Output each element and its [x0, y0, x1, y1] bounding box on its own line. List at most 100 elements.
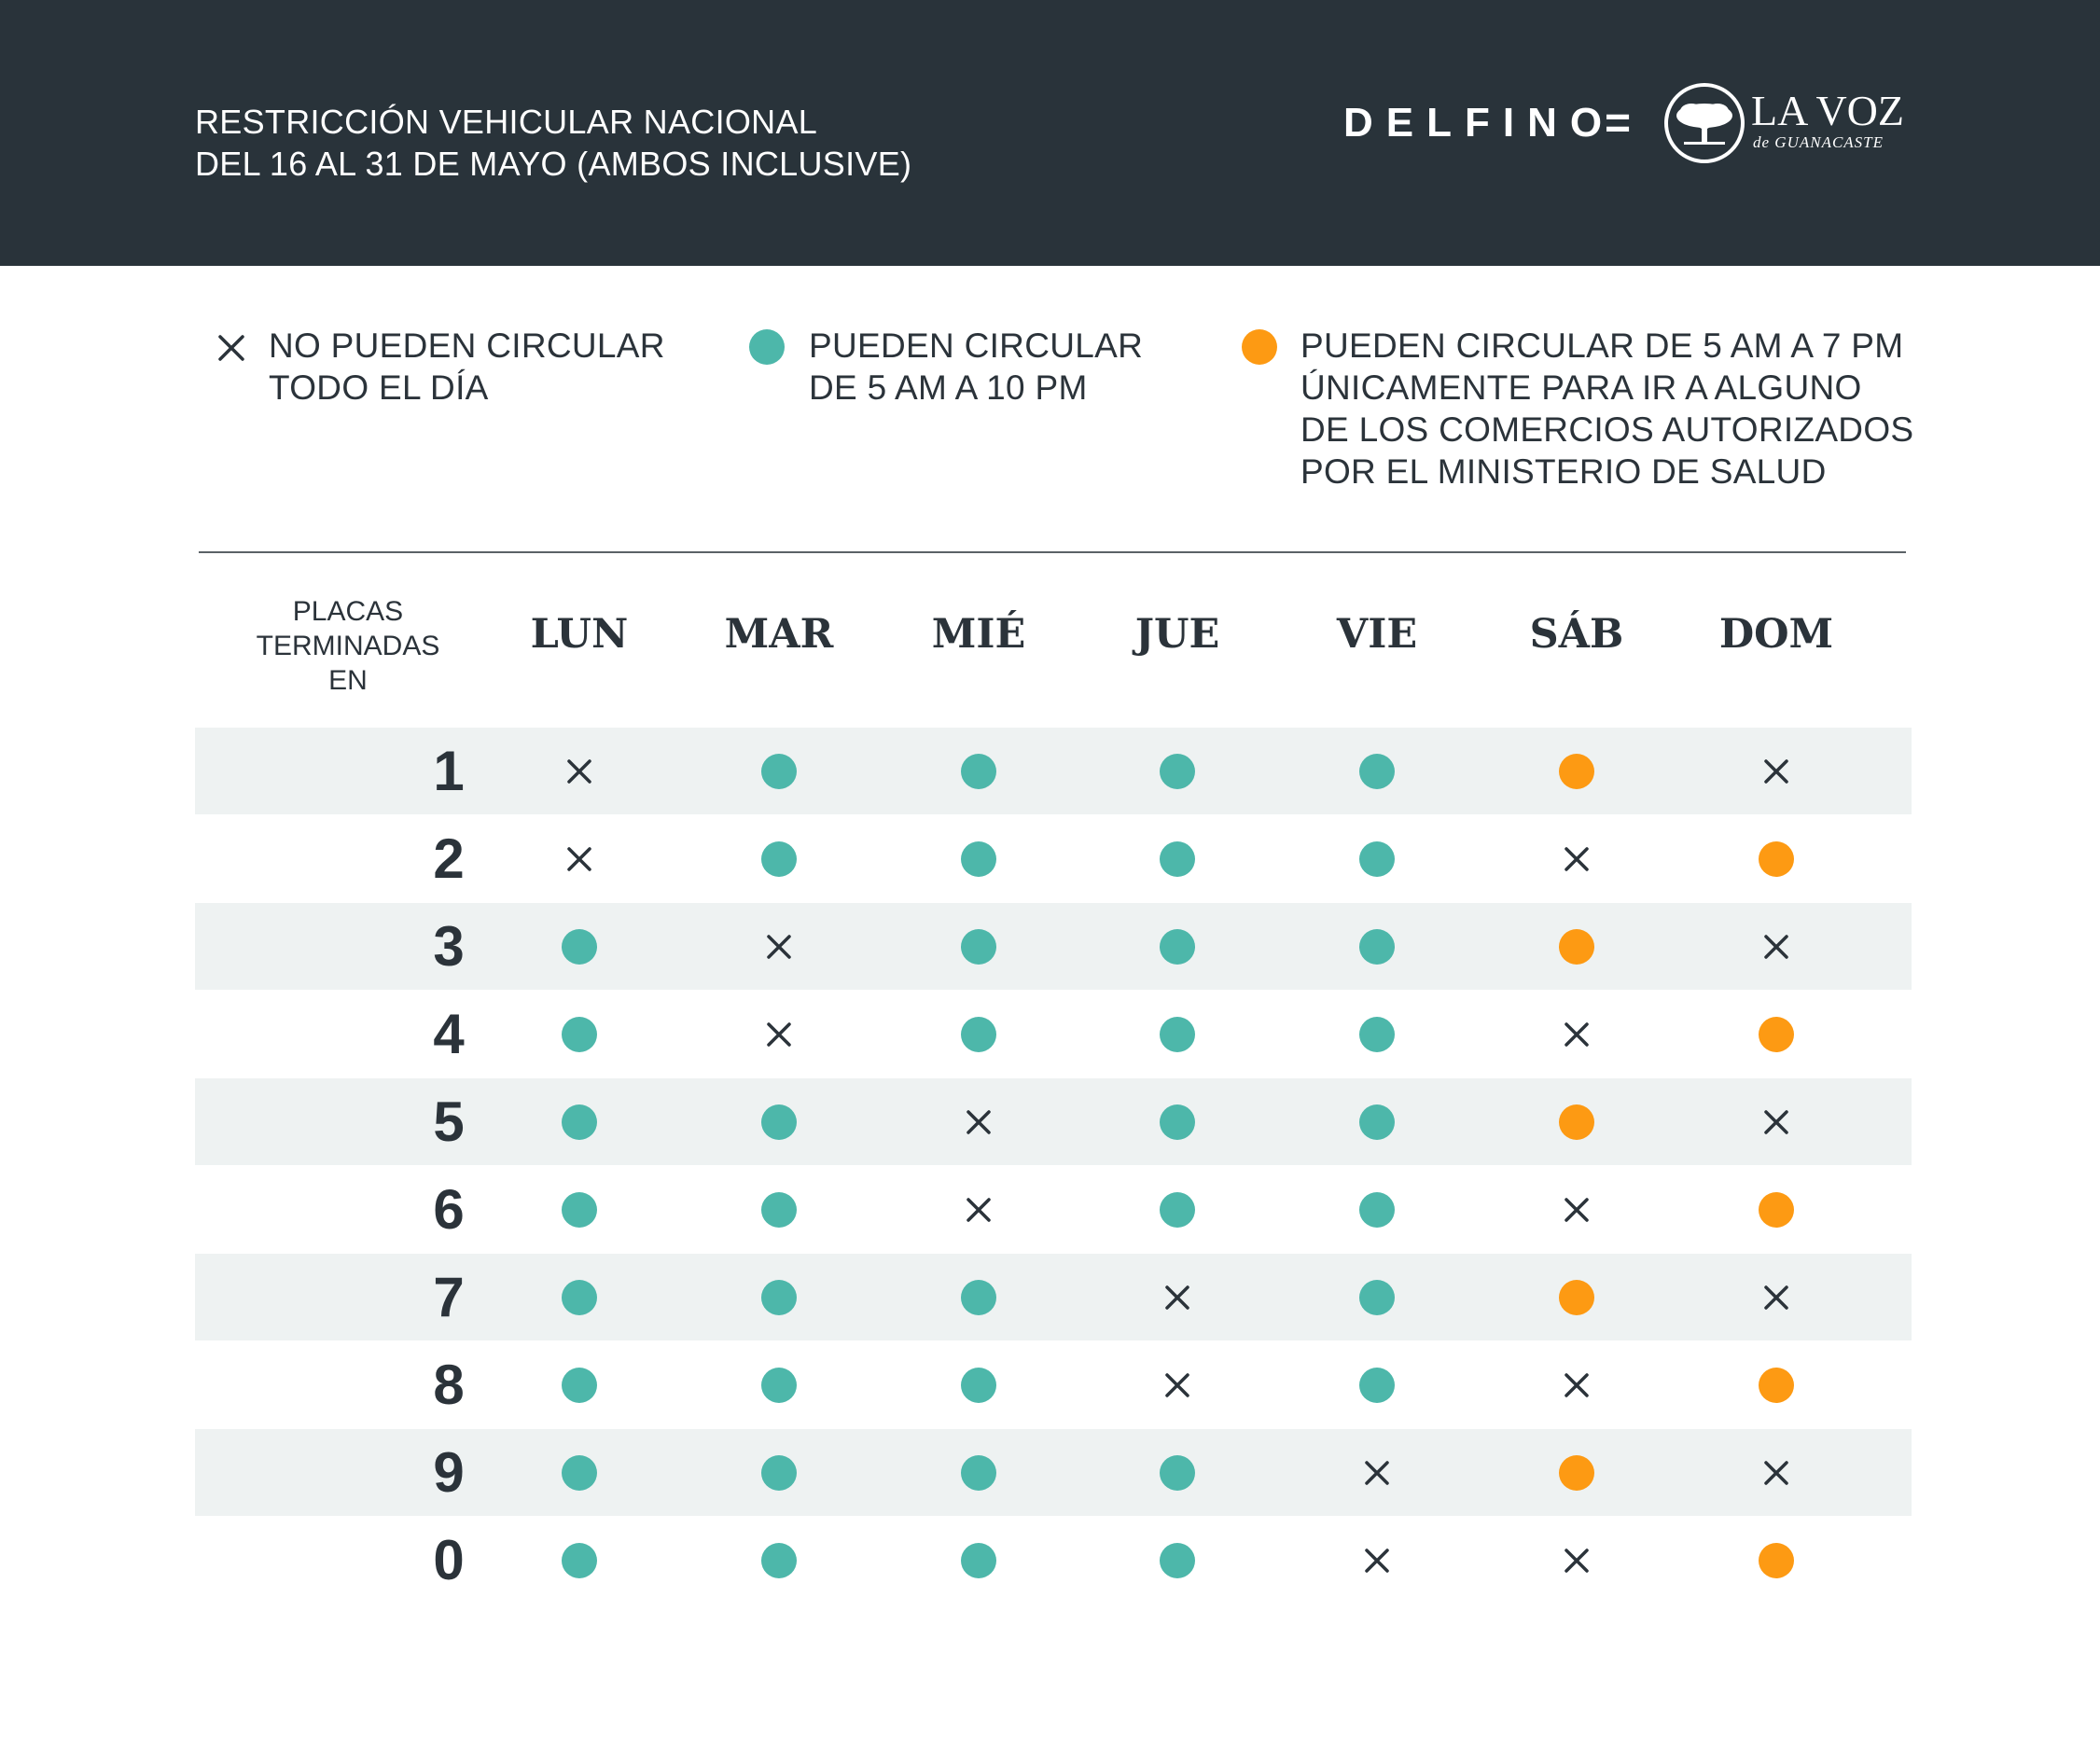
table-cell	[1521, 815, 1633, 902]
plate-digit: 3	[433, 915, 465, 978]
orange-dot-icon	[1759, 1542, 1794, 1578]
close-x-icon	[967, 1109, 991, 1134]
table-cell	[1321, 815, 1433, 902]
table-cell	[523, 1341, 635, 1428]
teal-dot-icon	[961, 840, 996, 877]
table-cell	[723, 1341, 835, 1428]
table-cell	[923, 1341, 1035, 1428]
table-cell	[523, 1517, 635, 1604]
table-row: 5	[195, 1078, 1912, 1165]
la-voz-logo: LA VOZ de GUANACASTE	[1663, 82, 1906, 166]
table-cell	[1121, 991, 1233, 1077]
table-cell	[923, 728, 1035, 814]
table-row: 6	[195, 1166, 1912, 1253]
plate-digit: 9	[433, 1441, 465, 1504]
table-cell	[1720, 991, 1832, 1077]
close-x-icon	[1365, 1548, 1389, 1573]
table-row: 2	[195, 815, 1912, 902]
teal-dot-icon	[761, 1191, 797, 1228]
table-cell	[923, 1254, 1035, 1340]
teal-dot-icon	[749, 329, 785, 365]
table-cell	[523, 728, 635, 814]
tree-logo-icon	[1664, 83, 1745, 163]
teal-dot-icon	[961, 1016, 996, 1052]
close-x-icon	[1764, 1460, 1788, 1485]
close-x-icon	[1565, 1197, 1589, 1222]
teal-dot-icon	[562, 1542, 597, 1578]
table-cell	[723, 1078, 835, 1165]
table-cell	[923, 1078, 1035, 1165]
table-cell	[1121, 1429, 1233, 1516]
table-cell	[723, 1166, 835, 1253]
teal-dot-icon	[1160, 1016, 1195, 1052]
close-x-icon	[1165, 1285, 1189, 1310]
table-cell	[1521, 728, 1633, 814]
title-line-2: DEL 16 AL 31 DE MAYO (AMBOS INCLUSIVE)	[195, 145, 912, 183]
teal-dot-icon	[961, 1279, 996, 1315]
day-header-2: MIÉ	[931, 611, 1026, 658]
table-cell	[923, 1517, 1035, 1604]
table-cell	[1121, 903, 1233, 990]
teal-dot-icon	[761, 1279, 797, 1315]
close-x-icon	[567, 758, 591, 784]
table-cell	[1720, 1078, 1832, 1165]
teal-dot-icon	[761, 1454, 797, 1491]
day-header-5: SÁB	[1529, 611, 1624, 658]
table-cell	[723, 815, 835, 902]
table-cell	[1121, 1166, 1233, 1253]
teal-dot-icon	[1359, 1367, 1395, 1403]
teal-dot-icon	[961, 753, 996, 789]
table-cell	[1521, 903, 1633, 990]
table-cell	[1521, 1341, 1633, 1428]
table-cell	[523, 991, 635, 1077]
close-x-icon	[1565, 846, 1589, 871]
table-cell	[923, 815, 1035, 902]
close-x-icon	[1565, 1548, 1589, 1573]
table-row: 9	[195, 1429, 1912, 1516]
close-x-icon	[1764, 934, 1788, 959]
plate-digit: 4	[433, 1003, 465, 1065]
table-row: 7	[195, 1254, 1912, 1340]
equals-sign: =	[1605, 99, 1632, 148]
teal-dot-icon	[562, 1016, 597, 1052]
table-cell	[723, 991, 835, 1077]
table-cell	[1521, 1078, 1633, 1165]
close-x-icon	[218, 335, 244, 361]
table-cell	[523, 1254, 635, 1340]
orange-dot-icon	[1559, 1104, 1594, 1140]
table-cell	[1521, 1429, 1633, 1516]
teal-dot-icon	[961, 928, 996, 965]
close-x-icon	[1365, 1460, 1389, 1485]
table-cell	[1720, 903, 1832, 990]
table-cell	[1121, 1078, 1233, 1165]
title-line-1: RESTRICCIÓN VEHICULAR NACIONAL	[195, 103, 818, 141]
plates-header: PLACAS TERMINADAS EN	[236, 594, 460, 698]
brand-name: DELFINO	[1343, 100, 1616, 146]
close-x-icon	[1764, 758, 1788, 784]
table-cell	[723, 1517, 835, 1604]
table-cell	[923, 903, 1035, 990]
table-cell	[1521, 1254, 1633, 1340]
teal-dot-icon	[1359, 753, 1395, 789]
plate-digit: 1	[433, 740, 465, 802]
teal-dot-icon	[1160, 1104, 1195, 1140]
orange-dot-icon	[1759, 1367, 1794, 1403]
teal-dot-icon	[1359, 1016, 1395, 1052]
teal-dot-icon	[761, 1367, 797, 1403]
table-row: 4	[195, 991, 1912, 1077]
close-x-icon	[567, 846, 591, 871]
teal-dot-icon	[1160, 1454, 1195, 1491]
legend-full-day-line2: DE 5 AM A 10 PM	[809, 368, 1088, 407]
day-header-0: LUN	[530, 611, 629, 658]
orange-dot-icon	[1559, 1279, 1594, 1315]
close-x-icon	[767, 1021, 791, 1047]
plates-header-line3: EN	[328, 665, 368, 696]
plate-digit: 7	[433, 1266, 465, 1328]
orange-dot-icon	[1559, 1454, 1594, 1491]
table-cell	[1121, 1341, 1233, 1428]
table-cell	[923, 1166, 1035, 1253]
orange-dot-icon	[1242, 329, 1277, 365]
table-row: 0	[195, 1517, 1912, 1604]
table-row: 1	[195, 728, 1912, 814]
plate-digit: 6	[433, 1178, 465, 1241]
